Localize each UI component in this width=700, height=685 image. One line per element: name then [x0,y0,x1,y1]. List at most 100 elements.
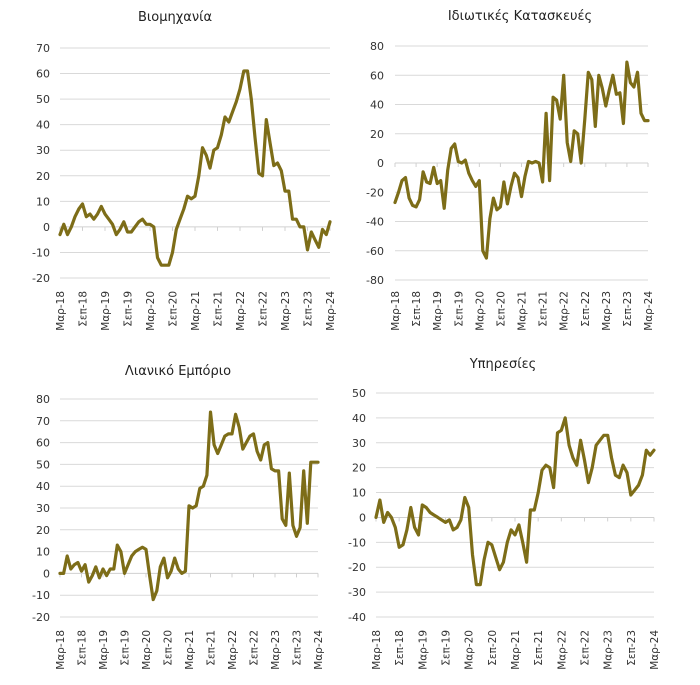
x-tick-label: Σεπ-20 [487,630,499,666]
x-tick-label: Μαρ-18 [390,291,402,331]
y-tick-label: -20 [32,272,50,285]
x-tick-label: Μαρ-24 [649,630,661,670]
y-tick-label: 0 [377,157,384,170]
x-tick-label: Σεπ-20 [495,291,507,327]
x-tick-label: Μαρ-22 [559,291,571,331]
x-tick-label: Σεπ-22 [258,291,270,327]
x-tick-label: Μαρ-23 [601,291,613,331]
chart-title: Λιανικό Εμπόριο [124,364,232,379]
x-tick-label: Σεπ-21 [206,630,218,666]
x-tick-label: Μαρ-20 [141,630,153,670]
y-tick-label: -10 [32,246,50,259]
x-tick-label: Μαρ-24 [313,630,325,670]
x-tick-label: Μαρ-23 [270,630,282,670]
series-line [393,60,650,260]
x-tick-label: Μαρ-24 [325,291,337,331]
y-tick-label: 0 [43,221,50,234]
y-tick-label: 40 [36,119,50,132]
x-tick-label: Μαρ-19 [417,630,429,670]
x-tick-label: Σεπ-22 [580,630,592,666]
x-tick-label: Μαρ-19 [100,291,112,331]
y-tick-label: 30 [352,437,366,450]
x-tick-label: Μαρ-20 [474,291,486,331]
y-tick-label: -20 [366,186,384,199]
x-tick-label: Μαρ-24 [643,291,655,331]
y-tick-label: -80 [366,274,384,287]
y-tick-label: 60 [36,68,50,81]
y-tick-label: -10 [348,536,366,549]
x-tick-label: Μαρ-23 [603,630,615,670]
series-line [58,410,320,602]
y-tick-label: 30 [36,502,50,515]
chart-title: Υπηρεσίες [469,357,537,372]
x-tick-label: Σεπ-19 [120,630,132,666]
x-tick-label: Σεπ-18 [394,630,406,666]
x-tick-label: Σεπ-23 [292,630,304,666]
y-tick-label: 10 [36,195,50,208]
series-line [58,69,332,267]
y-tick-label: 20 [352,462,366,475]
x-tick-label: Μαρ-18 [55,291,67,331]
y-tick-label: 70 [36,42,50,55]
x-tick-label: Μαρ-22 [556,630,568,670]
y-tick-label: 80 [370,40,384,53]
y-tick-label: 0 [43,567,50,580]
x-tick-label: Μαρ-18 [371,630,383,670]
x-tick-label: Σεπ-23 [303,291,315,327]
x-tick-label: Μαρ-20 [145,291,157,331]
x-tick-label: Σεπ-18 [411,291,423,327]
y-tick-label: 10 [36,546,50,559]
y-tick-label: 80 [36,393,50,406]
y-tick-label: 50 [352,387,366,400]
x-tick-label: Σεπ-19 [441,630,453,666]
y-tick-label: -20 [32,611,50,624]
y-tick-label: -60 [366,245,384,258]
x-tick-label: Σεπ-23 [622,291,634,327]
x-tick-label: Μαρ-20 [464,630,476,670]
x-tick-label: Μαρ-21 [184,630,196,670]
x-tick-label: Μαρ-21 [517,291,529,331]
y-tick-label: 40 [352,412,366,425]
chart-title: Ιδιωτικές Κατασκευές [447,9,593,24]
y-tick-label: 50 [36,458,50,471]
y-tick-label: 60 [370,69,384,82]
x-tick-label: Σεπ-21 [533,630,545,666]
x-tick-label: Σεπ-20 [163,630,175,666]
x-tick-label: Σεπ-20 [168,291,180,327]
x-tick-label: Σεπ-21 [538,291,550,327]
chart-title: Βιομηχανία [137,10,213,25]
y-tick-label: -40 [366,216,384,229]
x-tick-label: Σεπ-23 [626,630,638,666]
x-tick-label: Σεπ-22 [249,630,261,666]
x-tick-label: Μαρ-19 [98,630,110,670]
x-tick-label: Σεπ-19 [453,291,465,327]
x-tick-label: Σεπ-22 [580,291,592,327]
x-tick-label: Σεπ-18 [77,630,89,666]
y-tick-label: 20 [36,170,50,183]
x-tick-label: Μαρ-21 [510,630,522,670]
y-tick-label: 60 [36,437,50,450]
x-tick-label: Σεπ-21 [213,291,225,327]
x-tick-label: Μαρ-19 [432,291,444,331]
x-tick-label: Μαρ-22 [227,630,239,670]
x-tick-label: Σεπ-18 [78,291,90,327]
y-tick-label: 70 [36,415,50,428]
y-tick-label: 10 [352,487,366,500]
x-tick-label: Μαρ-21 [190,291,202,331]
y-tick-label: 40 [370,99,384,112]
y-tick-label: 20 [36,524,50,537]
y-tick-label: 50 [36,93,50,106]
x-tick-label: Μαρ-18 [55,630,67,670]
y-tick-label: 30 [36,144,50,157]
y-tick-label: -20 [348,561,366,574]
y-tick-label: -10 [32,589,50,602]
x-tick-label: Μαρ-23 [280,291,292,331]
y-tick-label: 0 [359,511,366,524]
y-tick-label: -40 [348,611,366,624]
y-tick-label: 40 [36,480,50,493]
x-tick-label: Μαρ-22 [235,291,247,331]
y-tick-label: -30 [348,586,366,599]
y-tick-label: 20 [370,128,384,141]
x-tick-label: Σεπ-19 [123,291,135,327]
